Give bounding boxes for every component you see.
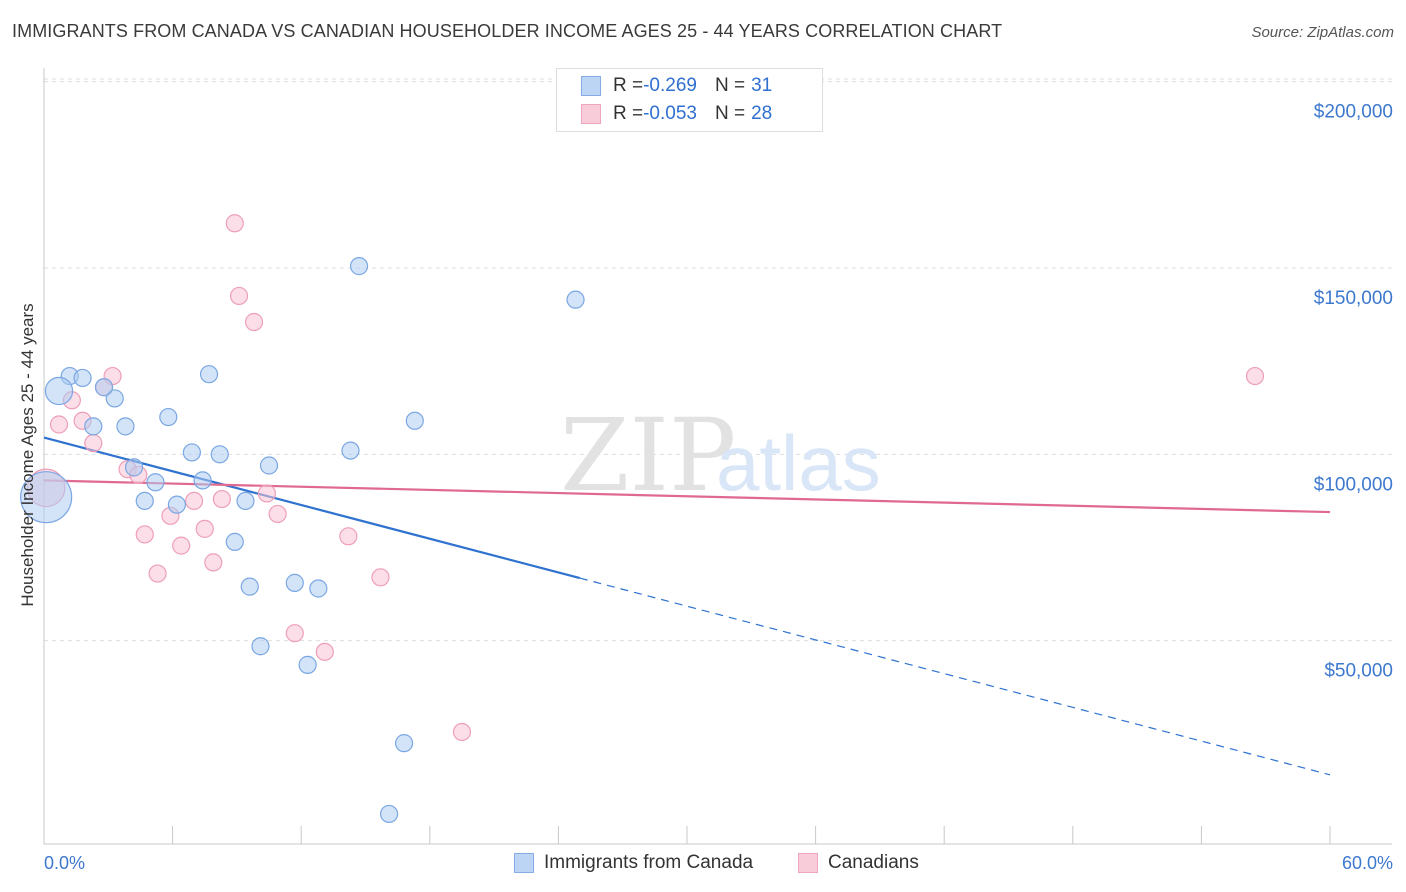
point-immigrants-from-canada xyxy=(199,365,219,384)
source-label: Source: ZipAtlas.com xyxy=(1251,24,1394,41)
point-canadians xyxy=(257,484,277,503)
tick-labels: $50,000 $100,000 $150,000 $200,000 0.0% 60.0% xyxy=(44,102,1393,873)
point-immigrants-from-canada xyxy=(94,378,114,397)
point-immigrants-from-canada xyxy=(225,532,244,551)
point-canadians xyxy=(229,286,249,306)
point-immigrants-from-canada xyxy=(210,445,229,464)
legend-n-value: 31 xyxy=(751,75,773,96)
y-axis-label: Householder Income Ages 25 - 44 years xyxy=(18,303,37,607)
legend-item-immigrants-from-canada: Immigrants from Canada xyxy=(514,852,753,874)
point-canadians xyxy=(204,553,223,572)
point-canadians xyxy=(315,642,334,661)
point-immigrants-from-canada xyxy=(182,443,201,462)
point-immigrants-from-canada xyxy=(135,491,154,511)
point-canadians xyxy=(1245,366,1265,386)
point-canadians xyxy=(452,722,472,742)
point-canadians xyxy=(195,519,214,538)
legend-n-value: 28 xyxy=(751,103,773,124)
legend-swatch-pink xyxy=(581,104,601,124)
point-immigrants-from-canada xyxy=(298,655,317,674)
point-immigrants-from-canada xyxy=(44,376,74,406)
legend-swatch-blue xyxy=(581,76,601,96)
point-canadians xyxy=(268,504,287,524)
legend-swatch-pink xyxy=(798,853,818,873)
point-immigrants-from-canada xyxy=(405,411,424,430)
correlation-legend: R = -0.269 N = 31 R = -0.053 N = 28 xyxy=(556,68,823,132)
point-immigrants-from-canada xyxy=(167,495,186,514)
chart-title: IMMIGRANTS FROM CANADA VS CANADIAN HOUSE… xyxy=(12,21,1003,41)
point-immigrants-from-canada xyxy=(379,804,399,824)
point-canadians xyxy=(172,536,191,555)
point-immigrants-from-canada xyxy=(146,473,165,492)
trendline-immigrants-dashed xyxy=(579,577,1331,776)
legend-r-label: R = xyxy=(613,75,644,96)
legend-n-label: N = xyxy=(714,103,746,124)
grid-layer xyxy=(44,78,1392,642)
legend-n-label: N = xyxy=(714,75,746,96)
legend-row-immigrants: R = -0.269 N = 31 xyxy=(581,74,772,98)
point-canadians xyxy=(225,214,244,233)
point-immigrants-from-canada xyxy=(73,368,92,388)
point-canadians xyxy=(148,564,167,583)
point-canadians xyxy=(135,525,154,544)
point-immigrants-from-canada xyxy=(236,491,255,511)
point-immigrants-from-canada xyxy=(20,471,73,524)
point-canadians xyxy=(84,434,103,453)
point-immigrants-from-canada xyxy=(251,637,270,656)
point-immigrants-from-canada xyxy=(124,458,144,477)
point-canadians xyxy=(244,312,264,332)
legend-item-canadians: Canadians xyxy=(798,852,919,874)
point-canadians xyxy=(49,415,69,434)
legend-r-value: -0.269 xyxy=(643,75,697,96)
point-canadians xyxy=(212,489,231,509)
point-immigrants-from-canada xyxy=(159,407,178,427)
x-tick-label-max: 60.0% xyxy=(1342,853,1393,873)
point-immigrants-from-canada xyxy=(349,257,369,276)
legend-swatch-blue xyxy=(514,853,534,873)
y-tick-label: $50,000 xyxy=(1324,661,1393,682)
trendline-canadians xyxy=(43,479,1331,514)
legend-r-value: -0.053 xyxy=(643,103,697,124)
point-canadians xyxy=(371,568,390,587)
axis-layer xyxy=(43,68,1392,845)
legend-row-canadians: R = -0.053 N = 28 xyxy=(581,102,772,126)
y-tick-label: $200,000 xyxy=(1314,102,1393,123)
point-canadians xyxy=(285,624,304,643)
point-immigrants-from-canada xyxy=(116,417,135,436)
y-tick-label: $100,000 xyxy=(1314,474,1393,495)
point-immigrants-from-canada xyxy=(105,389,124,408)
y-tick-label: $150,000 xyxy=(1314,288,1393,309)
point-canadians xyxy=(184,491,204,511)
trendline-immigrants-solid xyxy=(43,436,581,580)
point-immigrants-from-canada xyxy=(285,573,304,592)
point-immigrants-from-canada xyxy=(84,417,103,436)
legend-r-label: R = xyxy=(613,103,644,124)
point-canadians xyxy=(339,527,358,546)
point-immigrants-from-canada xyxy=(394,734,414,753)
x-tick-label-min: 0.0% xyxy=(44,853,85,873)
legend-item-label: Immigrants from Canada xyxy=(544,852,754,873)
point-immigrants-from-canada xyxy=(566,290,585,309)
point-immigrants-from-canada xyxy=(309,579,328,598)
point-immigrants-from-canada xyxy=(341,441,360,460)
watermark-atlas: atlas xyxy=(716,419,881,507)
point-immigrants-from-canada xyxy=(193,471,212,490)
points-layer xyxy=(20,214,1265,824)
series-legend: Immigrants from Canada Canadians xyxy=(0,852,1406,878)
point-immigrants-from-canada xyxy=(240,577,259,596)
point-immigrants-from-canada xyxy=(259,456,279,475)
legend-item-label: Canadians xyxy=(828,852,919,873)
